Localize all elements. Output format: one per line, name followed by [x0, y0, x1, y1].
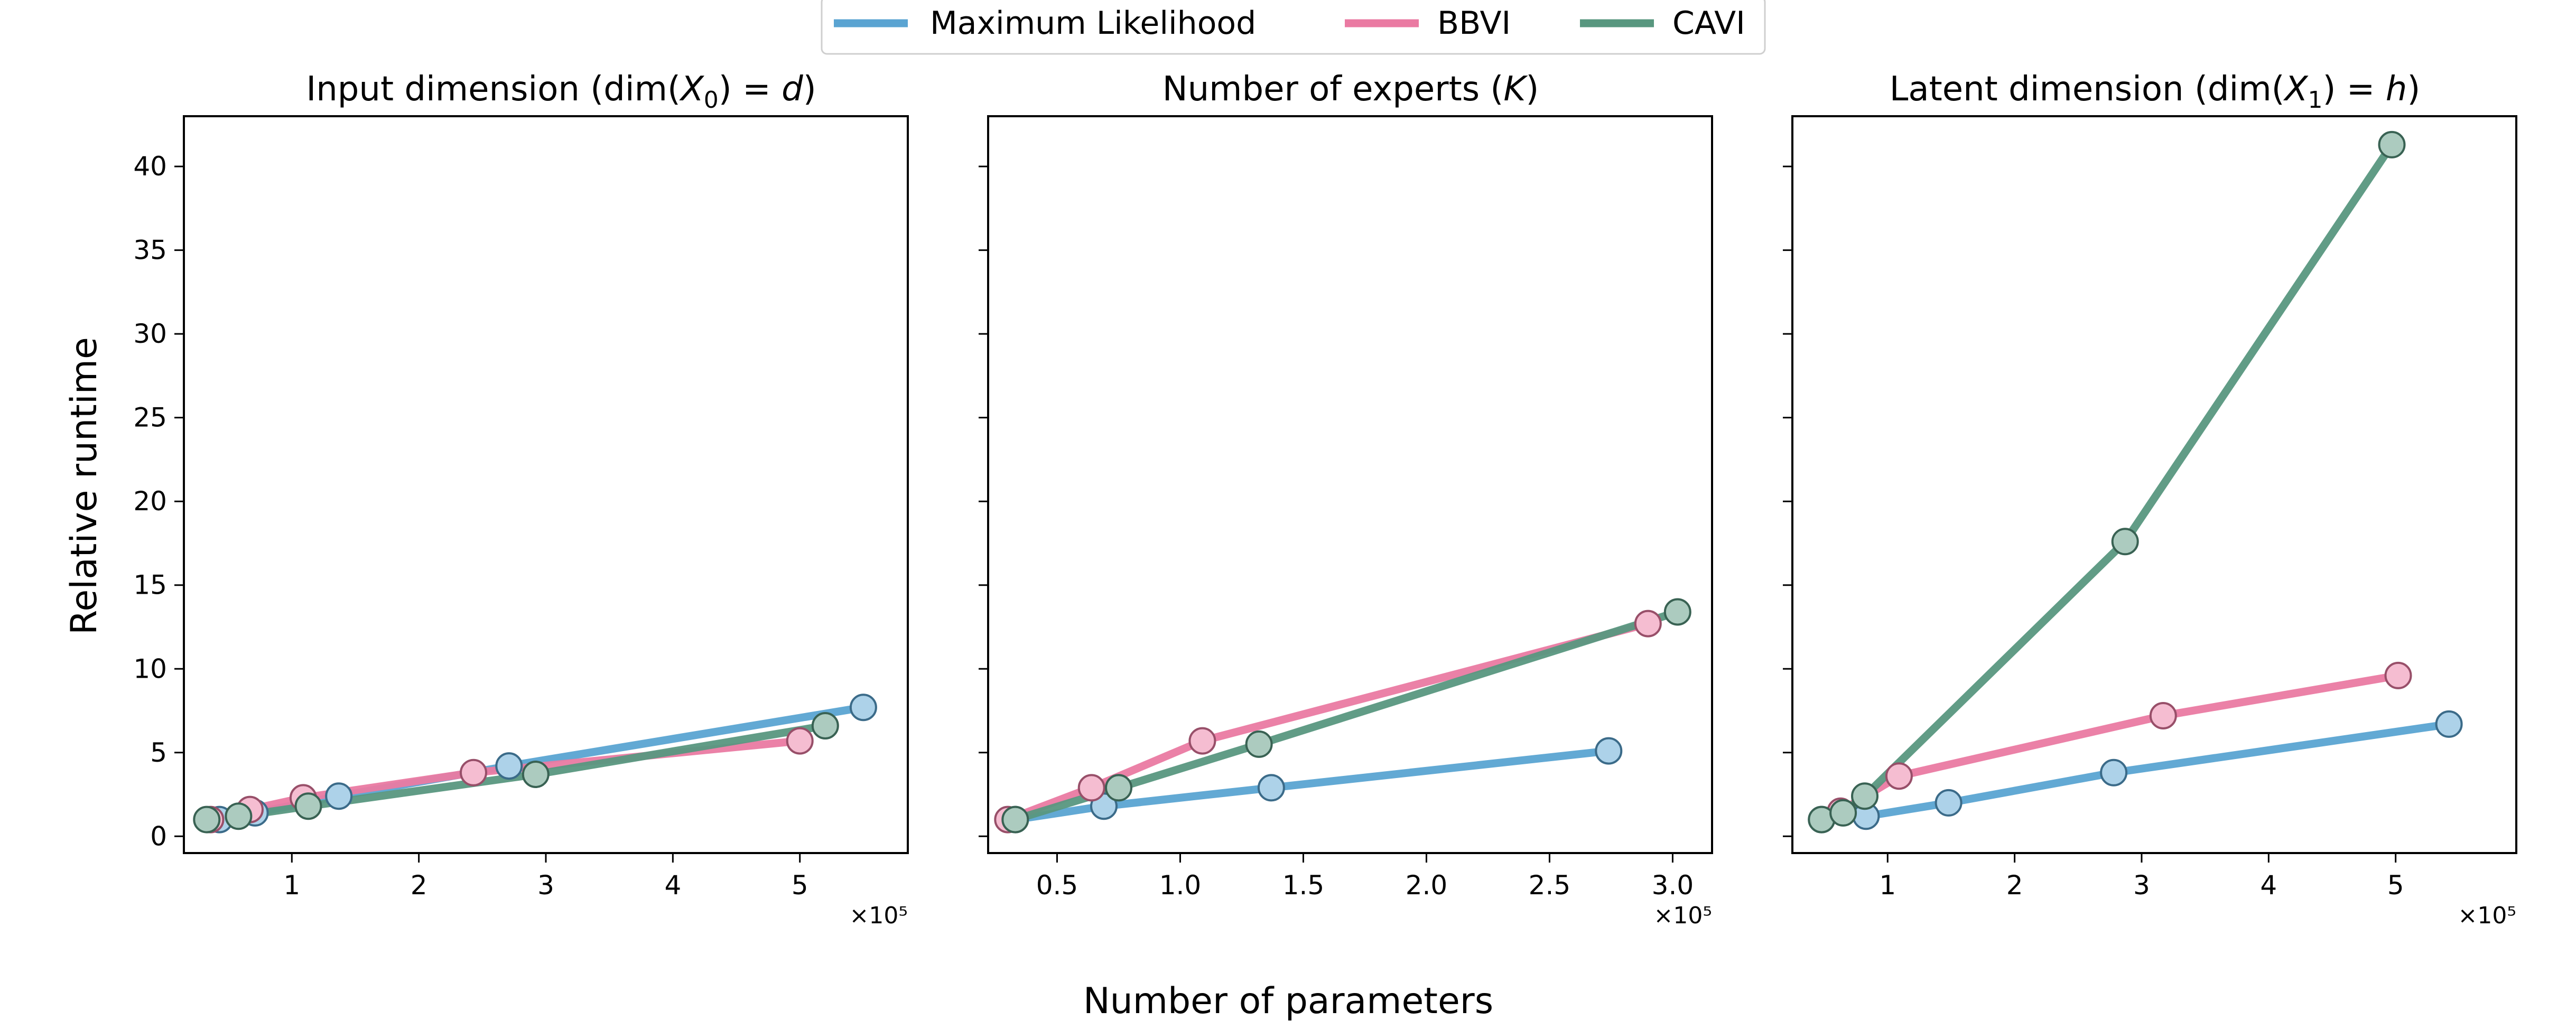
title-suffix: ) = [2322, 70, 2385, 109]
title-subscript: 0 [704, 87, 719, 114]
data-point-cavi [1105, 774, 1132, 802]
series-line-cavi [1014, 608, 1679, 823]
plot-area [994, 598, 1691, 834]
x-tick-label: 1 [283, 870, 300, 901]
title-symbol: X [679, 70, 704, 109]
data-point-bbvi [1634, 610, 1662, 638]
x-tick-label: 5 [2387, 870, 2404, 901]
x-tick-label: 2.5 [1529, 870, 1571, 901]
data-point-maximum-likelihood [1595, 737, 1623, 765]
data-point-maximum-likelihood [2435, 710, 2463, 738]
data-point-bbvi [786, 727, 814, 755]
title-variable: d [782, 70, 803, 109]
x-offset-label: ×10⁵ [2458, 902, 2517, 929]
data-point-bbvi [2384, 661, 2412, 689]
axes-frame [1791, 115, 2517, 854]
axes-frame [987, 115, 1713, 854]
x-tick-label: 2 [411, 870, 427, 901]
y-tick-label: 25 [133, 402, 167, 433]
legend-label-cavi: CAVI [1672, 5, 1745, 42]
plot-area [193, 694, 877, 834]
y-tick-label: 10 [133, 653, 167, 684]
x-offset-label: ×10⁵ [850, 902, 908, 929]
data-point-cavi [811, 712, 839, 739]
data-point-cavi [193, 806, 221, 834]
title-end: ) [1526, 70, 1539, 109]
title-end: ) [803, 70, 816, 109]
data-point-bbvi [1077, 774, 1105, 802]
data-point-maximum-likelihood [1935, 789, 1963, 817]
series-line-maximum-likelihood [1015, 747, 1610, 824]
y-tick-label: 40 [133, 151, 167, 182]
title-suffix: ) = [719, 70, 782, 109]
panel-title: Number of experts (K) [1163, 70, 1539, 109]
panel-input-dimension: Input dimension (dim(X0) = d) ×10⁵ 05101… [133, 70, 909, 929]
y-tick-label: 20 [133, 486, 167, 517]
data-point-cavi [1001, 806, 1029, 834]
title-end: ) [2407, 70, 2420, 109]
data-point-bbvi [1188, 727, 1216, 755]
data-point-maximum-likelihood [2100, 759, 2128, 786]
x-tick-label: 3 [537, 870, 554, 901]
y-tick-label: 15 [133, 570, 167, 601]
title-variable: h [2386, 70, 2407, 109]
data-point-cavi [2378, 130, 2406, 158]
legend-label-bbvi: BBVI [1437, 5, 1511, 42]
title-prefix: Number of experts ( [1163, 70, 1504, 109]
data-point-cavi [294, 792, 322, 820]
x-tick-label: 3.0 [1652, 870, 1694, 901]
data-point-maximum-likelihood [495, 752, 523, 780]
data-point-cavi [1663, 598, 1691, 626]
y-tick-label: 30 [133, 319, 167, 349]
title-prefix: Input dimension (dim( [306, 70, 681, 109]
x-tick-label: 2 [2006, 870, 2023, 901]
data-point-maximum-likelihood [849, 694, 877, 722]
x-tick-label: 4 [664, 870, 681, 901]
x-offset-label: ×10⁵ [1654, 902, 1713, 929]
x-tick-label: 1.0 [1159, 870, 1202, 901]
y-tick-label: 5 [150, 737, 167, 768]
legend-label-ml: Maximum Likelihood [930, 5, 1256, 42]
y-axis-label: Relative runtime [63, 337, 105, 635]
title-variable: K [1503, 70, 1528, 109]
x-tick-label: 1.5 [1282, 870, 1325, 901]
x-tick-label: 0.5 [1036, 870, 1078, 901]
plot-area [1808, 130, 2463, 834]
x-tick-label: 3 [2133, 870, 2150, 901]
x-tick-label: 1 [1879, 870, 1896, 901]
x-axis-label: Number of parameters [1083, 980, 1493, 1022]
x-tick-label: 2.0 [1406, 870, 1448, 901]
title-symbol: X [2283, 70, 2309, 109]
data-point-cavi [225, 802, 253, 830]
data-point-bbvi [1885, 762, 1913, 790]
series-line-bbvi [1006, 620, 1649, 823]
legend: Maximum Likelihood BBVI CAVI [821, 0, 1766, 55]
panel-number-of-experts: Number of experts (K) ×10⁵ 0.5 1.0 1.5 2.0 2… [979, 70, 1713, 929]
data-point-bbvi [460, 759, 487, 786]
data-point-maximum-likelihood [1257, 774, 1285, 802]
panel-title: Input dimension (dim(X0) = d) [306, 70, 816, 114]
panel-title: Latent dimension (dim(X1) = h) [1890, 70, 2421, 114]
x-tick-label: 4 [2260, 870, 2277, 901]
data-point-cavi [1245, 730, 1273, 758]
data-point-cavi [2111, 528, 2139, 556]
x-tick-label: 5 [792, 870, 808, 901]
y-tick-label: 35 [133, 235, 167, 266]
title-prefix: Latent dimension (dim( [1890, 70, 2285, 109]
data-point-cavi [1829, 799, 1857, 827]
y-tick-label: 0 [150, 821, 167, 851]
legend-frame [821, 0, 1766, 55]
data-point-bbvi [2149, 702, 2177, 729]
title-subscript: 1 [2308, 87, 2322, 114]
data-point-cavi [522, 761, 550, 788]
data-point-cavi [1851, 782, 1878, 810]
data-point-maximum-likelihood [325, 782, 353, 810]
